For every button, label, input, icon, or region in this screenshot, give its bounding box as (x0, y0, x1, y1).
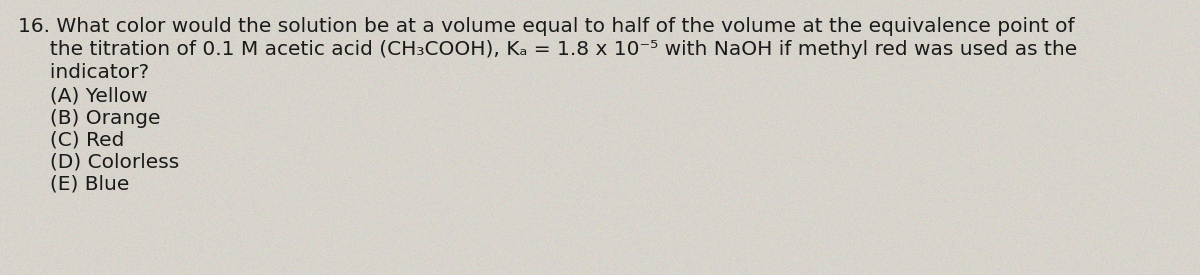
Text: (C) Red: (C) Red (18, 131, 125, 150)
Text: (A) Yellow: (A) Yellow (18, 87, 148, 106)
Text: (D) Colorless: (D) Colorless (18, 153, 179, 172)
Text: indicator?: indicator? (18, 63, 149, 82)
Text: (E) Blue: (E) Blue (18, 175, 130, 194)
Text: the titration of 0.1 M acetic acid (CH₃COOH), Kₐ = 1.8 x 10⁻⁵ with NaOH if methy: the titration of 0.1 M acetic acid (CH₃C… (18, 40, 1078, 59)
Text: 16. What color would the solution be at a volume equal to half of the volume at : 16. What color would the solution be at … (18, 17, 1075, 36)
Text: (B) Orange: (B) Orange (18, 109, 161, 128)
